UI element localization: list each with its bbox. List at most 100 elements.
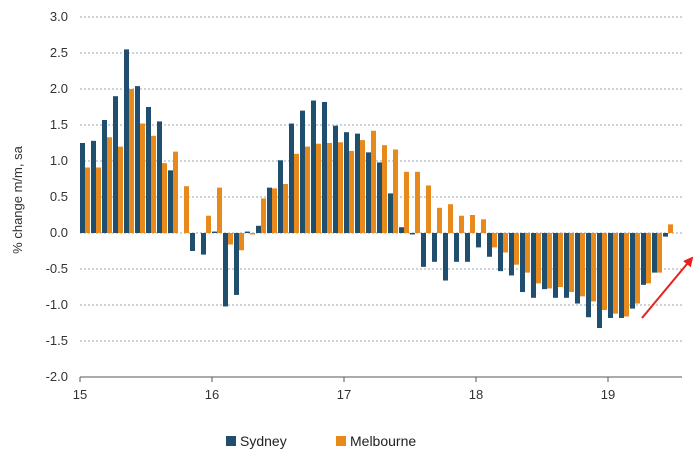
bar-sydney <box>476 233 481 248</box>
bar-melbourne <box>129 89 134 233</box>
bar-melbourne <box>272 188 277 233</box>
bar-melbourne <box>294 153 299 233</box>
bar-sydney <box>608 233 613 318</box>
bar-sydney <box>289 123 294 233</box>
bar-sydney <box>256 225 261 233</box>
y-tick-label: -0.5 <box>46 261 68 276</box>
x-tick-label: 18 <box>469 387 483 402</box>
bar-sydney <box>388 193 393 233</box>
bar-melbourne <box>107 137 112 233</box>
bar-melbourne <box>426 185 431 233</box>
trend-arrow-annotation <box>641 256 694 319</box>
bar-melbourne <box>228 233 233 245</box>
bar-sydney <box>443 233 448 281</box>
bar-sydney <box>124 49 129 234</box>
bar-sydney <box>377 162 382 233</box>
legend-label-sydney: Sydney <box>240 433 287 449</box>
bar-melbourne <box>591 233 596 302</box>
bar-sydney <box>234 233 239 295</box>
bar-sydney <box>91 140 96 233</box>
bar-sydney <box>652 233 657 273</box>
bar-melbourne <box>239 233 244 251</box>
bar-melbourne <box>558 233 563 287</box>
y-tick-label: -1.5 <box>46 333 68 348</box>
y-tick-label: 1.5 <box>50 117 68 132</box>
bar-sydney <box>267 187 272 233</box>
bar-sydney <box>190 233 195 251</box>
bar-sydney <box>113 96 118 233</box>
bar-sydney <box>553 233 558 298</box>
x-tick-label: 15 <box>73 387 87 402</box>
bar-sydney <box>278 160 283 233</box>
bar-melbourne <box>382 145 387 233</box>
bar-sydney <box>366 152 371 233</box>
bar-sydney <box>410 233 415 235</box>
trend-arrow <box>641 256 694 319</box>
bar-sydney <box>399 227 404 233</box>
y-tick-label: 0.0 <box>50 225 68 240</box>
bar-melbourne <box>492 233 497 248</box>
bar-melbourne <box>569 233 574 293</box>
x-tick-label: 17 <box>337 387 351 402</box>
x-tick-label: 19 <box>601 387 615 402</box>
bar-melbourne <box>613 233 618 314</box>
bar-sydney <box>135 86 140 234</box>
bar-sydney <box>201 233 206 255</box>
bar-sydney <box>322 101 327 234</box>
bar-melbourne <box>85 167 90 233</box>
bar-sydney <box>344 132 349 233</box>
bar-melbourne <box>261 198 266 233</box>
bar-melbourne <box>580 233 585 297</box>
y-tick-label: -2.0 <box>46 369 68 384</box>
bar-sydney <box>421 233 426 267</box>
bar-melbourne <box>206 215 211 233</box>
bar-sydney <box>542 233 547 290</box>
bar-melbourne <box>470 215 475 233</box>
bar-sydney <box>454 233 459 262</box>
bar-sydney <box>245 231 250 233</box>
bar-melbourne <box>338 142 343 233</box>
legend-swatch-sydney <box>226 436 236 446</box>
bar-sydney <box>630 233 635 309</box>
bar-melbourne <box>481 219 486 233</box>
bar-sydney <box>157 121 162 233</box>
legend: Sydney Melbourne <box>226 433 416 449</box>
y-tick-label: 2.5 <box>50 45 68 60</box>
bar-sydney <box>355 133 360 233</box>
bar-melbourne <box>184 186 189 233</box>
bar-melbourne <box>349 150 354 233</box>
y-axis-label: % change m/m, sa <box>10 145 25 253</box>
bar-melbourne <box>360 140 365 233</box>
bar-melbourne <box>668 224 673 233</box>
legend-swatch-melbourne <box>336 436 346 446</box>
bar-melbourne <box>316 143 321 233</box>
bar-sydney <box>531 233 536 298</box>
bar-melbourne <box>327 143 332 233</box>
bar-melbourne <box>525 233 530 273</box>
bar-sydney <box>641 233 646 285</box>
y-tick-label: 1.0 <box>50 153 68 168</box>
bar-melbourne <box>437 207 442 233</box>
bar-sydney <box>575 233 580 304</box>
bar-sydney <box>597 233 602 329</box>
bar-melbourne <box>448 204 453 233</box>
bar-sydney <box>509 233 514 276</box>
bar-sydney <box>619 233 624 318</box>
bar-melbourne <box>162 163 167 233</box>
bar-sydney <box>487 233 492 257</box>
bar-melbourne <box>415 171 420 233</box>
y-axis-ticks: 3.0 2.5 2.0 1.5 1.0 0.5 0.0 -0.5 -1.0 -1.5 -2.0 <box>46 9 68 384</box>
bar-melbourne <box>404 171 409 233</box>
y-tick-label: 0.5 <box>50 189 68 204</box>
bar-sydney <box>168 170 173 233</box>
bar-sydney <box>212 231 217 233</box>
bar-sydney <box>102 119 107 233</box>
legend-label-melbourne: Melbourne <box>350 433 416 449</box>
bar-melbourne <box>96 167 101 233</box>
bar-sydney <box>300 110 305 233</box>
bar-melbourne <box>393 149 398 233</box>
bar-melbourne <box>547 233 552 289</box>
bar-melbourne <box>151 135 156 233</box>
bar-melbourne <box>371 130 376 233</box>
